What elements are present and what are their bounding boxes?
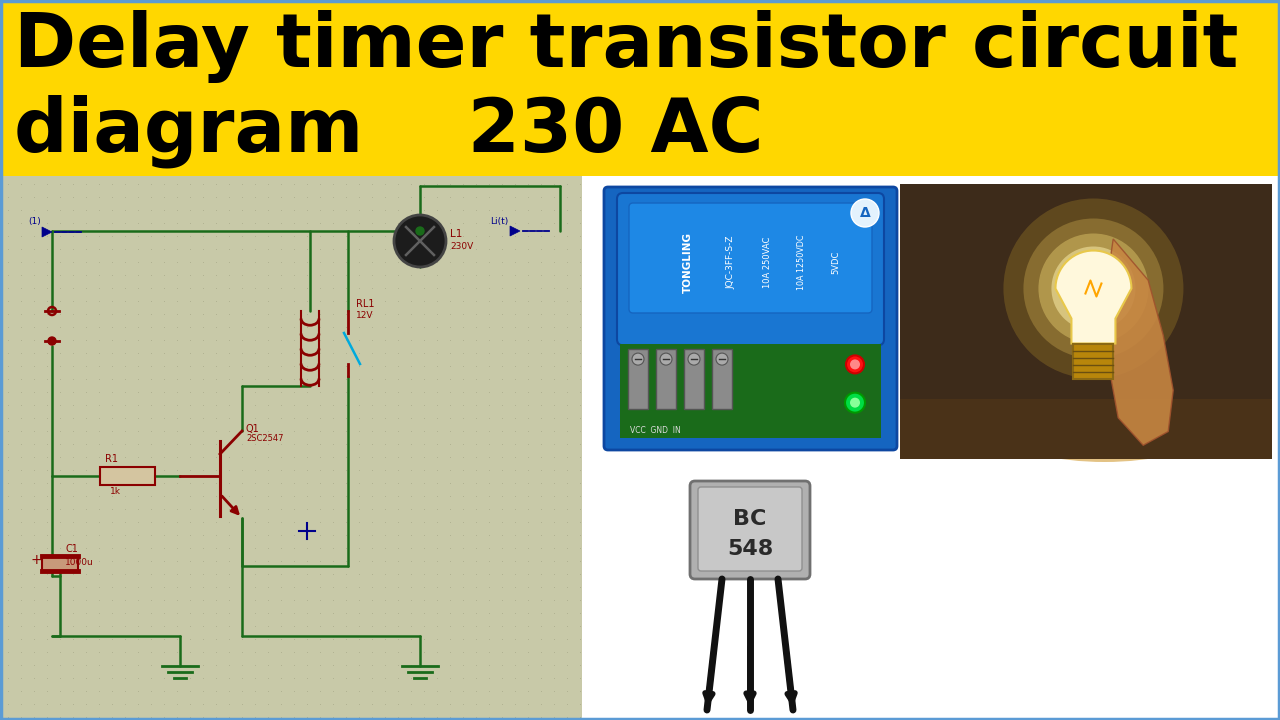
Text: L1: L1 [451,229,462,239]
Text: VCC  GND  IN: VCC GND IN [630,426,681,435]
Bar [900,398,1272,459]
Polygon shape [509,226,520,236]
Circle shape [632,353,644,365]
Circle shape [689,353,700,365]
Text: 5VDC: 5VDC [832,251,841,274]
Text: BC: BC [733,510,767,529]
FancyBboxPatch shape [617,193,884,346]
Bar [100,467,155,485]
Text: 1000u: 1000u [65,558,93,567]
Text: 230V: 230V [451,242,474,251]
Polygon shape [1056,251,1132,343]
Bar [1074,343,1114,379]
Text: Q1: Q1 [246,424,260,434]
Bar [657,349,676,409]
Polygon shape [42,227,52,237]
FancyBboxPatch shape [604,187,897,450]
Bar [0,0,1280,176]
Text: (1): (1) [28,217,41,226]
Circle shape [850,397,860,408]
Circle shape [1004,199,1184,379]
Circle shape [1038,233,1148,343]
Text: 10A 1250VDC: 10A 1250VDC [797,235,806,290]
Circle shape [846,356,864,374]
Circle shape [850,359,860,369]
Polygon shape [1103,239,1174,445]
Circle shape [851,199,879,227]
Text: 548: 548 [727,539,773,559]
Text: TONGLING: TONGLING [682,232,692,293]
Circle shape [394,215,445,267]
Circle shape [1051,246,1135,330]
Circle shape [49,337,56,345]
Circle shape [716,353,728,365]
FancyBboxPatch shape [698,487,803,571]
Circle shape [416,227,424,235]
Text: JQC-3FF-S-Z: JQC-3FF-S-Z [726,235,735,289]
Text: +: + [29,553,42,567]
Bar [42,556,78,571]
Text: Δ: Δ [860,206,870,220]
Text: Delay timer transistor circuit: Delay timer transistor circuit [14,10,1239,83]
Circle shape [845,392,865,413]
Text: diagram    230 AC: diagram 230 AC [14,95,763,168]
Text: 2SC2547: 2SC2547 [246,434,283,443]
Bar [684,349,704,409]
Bar [712,349,732,409]
Bar [620,344,881,438]
Text: RL1: RL1 [356,299,375,309]
FancyBboxPatch shape [690,481,810,579]
Circle shape [1024,218,1164,359]
FancyBboxPatch shape [628,203,872,313]
Bar [900,184,1272,459]
Text: R1: R1 [105,454,118,464]
Text: Li(t): Li(t) [490,217,508,226]
Bar [628,349,648,409]
Bar [0,176,582,720]
Text: C1: C1 [65,544,78,554]
Text: 1k: 1k [110,487,122,496]
Circle shape [660,353,672,365]
Ellipse shape [1015,412,1194,462]
Text: 12V: 12V [356,311,374,320]
Text: 10A 250VAC: 10A 250VAC [763,237,772,288]
Bar [582,176,1280,720]
